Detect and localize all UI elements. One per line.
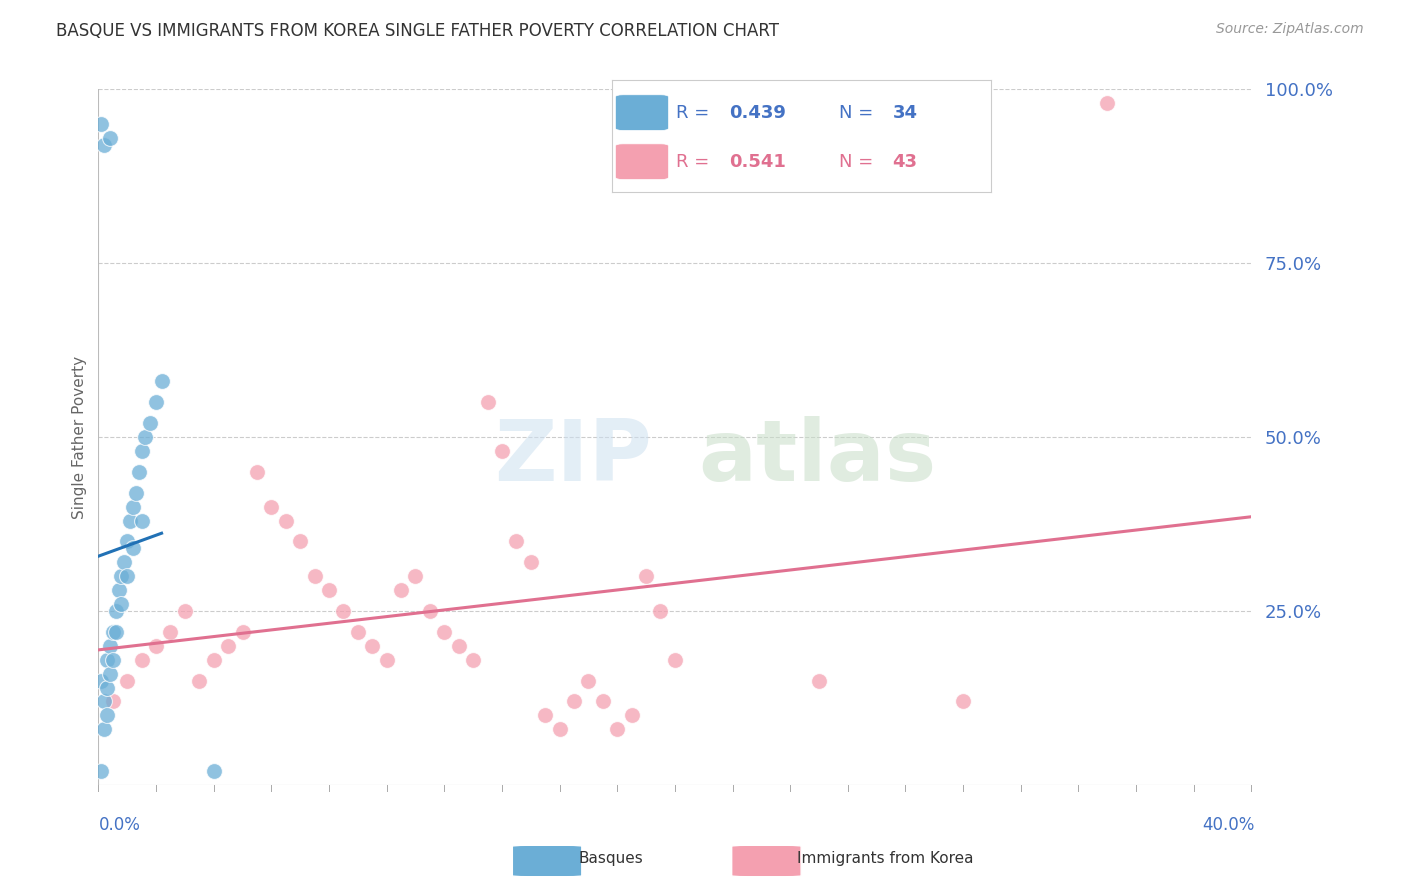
Point <box>620 708 643 723</box>
FancyBboxPatch shape <box>512 846 582 877</box>
Text: 0.439: 0.439 <box>730 103 786 121</box>
Point <box>98 131 121 145</box>
Point <box>107 583 129 598</box>
Point <box>174 604 197 618</box>
Point <box>159 624 181 639</box>
Point <box>117 534 139 549</box>
Point <box>1097 96 1119 111</box>
Point <box>145 395 167 409</box>
Point <box>128 465 150 479</box>
Point <box>606 723 628 737</box>
Point <box>952 694 974 708</box>
Point <box>122 500 145 514</box>
Point <box>231 624 254 639</box>
Point <box>491 444 513 458</box>
Point <box>104 604 127 618</box>
Point <box>389 583 412 598</box>
Point <box>104 624 127 639</box>
Point <box>375 653 398 667</box>
Point <box>419 604 441 618</box>
Point <box>290 534 312 549</box>
Point <box>477 395 499 409</box>
Point <box>98 639 121 653</box>
Point <box>120 514 142 528</box>
Y-axis label: Single Father Poverty: Single Father Poverty <box>72 356 87 518</box>
Point <box>807 673 830 688</box>
Text: 34: 34 <box>893 103 918 121</box>
Text: 0.0%: 0.0% <box>98 816 141 834</box>
Point <box>101 624 124 639</box>
Point <box>664 653 686 667</box>
Point <box>346 624 368 639</box>
Point <box>139 416 162 430</box>
Point <box>93 137 115 152</box>
Text: Basques: Basques <box>578 851 643 866</box>
Point <box>96 653 118 667</box>
Point <box>520 555 543 569</box>
Point <box>110 569 132 583</box>
Point <box>96 708 118 723</box>
Text: N =: N = <box>839 153 879 170</box>
Point <box>90 673 112 688</box>
Point <box>131 444 153 458</box>
Point <box>93 694 115 708</box>
Point <box>405 569 427 583</box>
Point <box>117 673 139 688</box>
FancyBboxPatch shape <box>731 846 801 877</box>
Text: BASQUE VS IMMIGRANTS FROM KOREA SINGLE FATHER POVERTY CORRELATION CHART: BASQUE VS IMMIGRANTS FROM KOREA SINGLE F… <box>56 22 779 40</box>
Point <box>534 708 557 723</box>
Point <box>90 117 112 131</box>
Point <box>505 534 527 549</box>
Point <box>150 375 173 389</box>
Point <box>650 604 672 618</box>
Point <box>447 639 470 653</box>
Point <box>246 465 269 479</box>
Point <box>304 569 326 583</box>
FancyBboxPatch shape <box>616 144 669 179</box>
Point <box>433 624 456 639</box>
Point <box>188 673 211 688</box>
Point <box>98 666 121 681</box>
Point <box>592 694 614 708</box>
Point <box>131 653 153 667</box>
Text: N =: N = <box>839 103 879 121</box>
Point <box>131 514 153 528</box>
Point <box>202 653 225 667</box>
Text: 40.0%: 40.0% <box>1202 816 1254 834</box>
Text: Immigrants from Korea: Immigrants from Korea <box>797 851 974 866</box>
Point <box>361 639 384 653</box>
Point <box>122 541 145 556</box>
Point <box>217 639 239 653</box>
Text: R =: R = <box>676 153 716 170</box>
FancyBboxPatch shape <box>616 95 669 130</box>
Point <box>318 583 340 598</box>
Point <box>117 569 139 583</box>
Point <box>134 430 156 444</box>
Point <box>96 681 118 695</box>
Point <box>636 569 658 583</box>
Point <box>145 639 167 653</box>
Point <box>90 764 112 778</box>
Point <box>578 673 600 688</box>
Text: 43: 43 <box>893 153 918 170</box>
Point <box>125 485 148 500</box>
Point <box>202 764 225 778</box>
Text: ZIP: ZIP <box>494 417 652 500</box>
Point <box>101 694 124 708</box>
Point <box>101 653 124 667</box>
Point <box>93 723 115 737</box>
Point <box>562 694 585 708</box>
Point <box>461 653 484 667</box>
Text: atlas: atlas <box>697 417 936 500</box>
Point <box>112 555 135 569</box>
Point <box>332 604 354 618</box>
Text: 0.541: 0.541 <box>730 153 786 170</box>
Point <box>274 514 297 528</box>
Point <box>110 597 132 611</box>
Point <box>260 500 283 514</box>
Text: R =: R = <box>676 103 716 121</box>
Text: Source: ZipAtlas.com: Source: ZipAtlas.com <box>1216 22 1364 37</box>
Point <box>548 723 571 737</box>
